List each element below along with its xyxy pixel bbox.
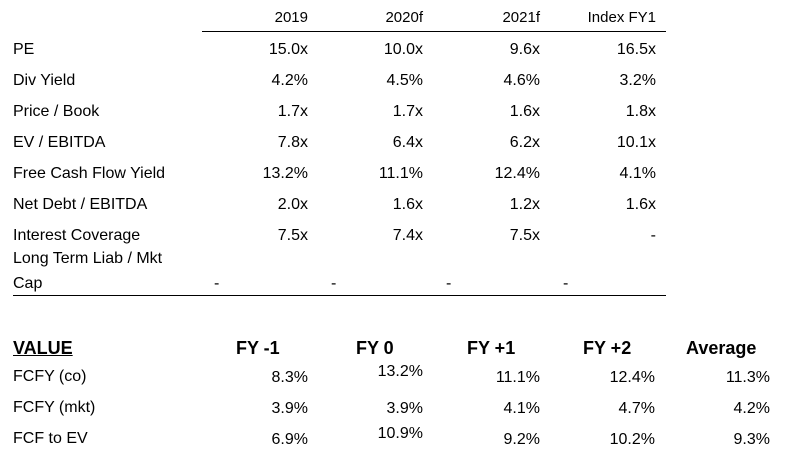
row-label: FCF to EV: [13, 430, 88, 447]
column-header-fy-plus-2: FY +2: [583, 338, 632, 358]
cell-value: 11.1%: [495, 369, 540, 386]
cell-value: 10.1x: [616, 134, 656, 151]
column-header-fy-0: FY 0: [356, 338, 394, 358]
cell-value: -: [563, 275, 569, 292]
cell-value: 1.7x: [392, 103, 423, 120]
row-label: Net Debt / EBITDA: [13, 196, 148, 213]
cell-value: 9.6x: [509, 41, 540, 58]
cell-value: 16.5x: [616, 41, 656, 58]
row-label-continued: Cap: [13, 275, 43, 292]
row-label: FCFY (mkt): [13, 399, 96, 416]
cell-value: 10.0x: [383, 41, 423, 58]
cell-value: 4.2%: [271, 72, 308, 89]
cell-value: -: [331, 275, 337, 292]
cell-value: 11.1%: [378, 165, 423, 182]
cell-value: 9.3%: [733, 431, 770, 448]
row-label: Long Term Liab / Mkt: [13, 250, 163, 267]
cell-value: 6.2x: [509, 134, 540, 151]
row-label: PE: [13, 41, 35, 58]
cell-value: 15.0x: [268, 41, 308, 58]
column-header-2020f: 2020f: [385, 9, 423, 26]
cell-value: 3.9%: [271, 400, 308, 417]
cell-value: 12.4%: [494, 165, 540, 182]
column-header-fy-minus-1: FY -1: [236, 338, 280, 358]
section-title: VALUE: [13, 338, 73, 358]
cell-value: 7.5x: [277, 227, 308, 244]
row-label: Interest Coverage: [13, 227, 141, 244]
cell-value: 11.3%: [725, 369, 770, 386]
cell-value: 12.4%: [609, 369, 655, 386]
cell-value: -: [446, 275, 452, 292]
cell-value: 13.2%: [262, 165, 308, 182]
cell-value: 1.2x: [509, 196, 540, 213]
cell-value: 9.2%: [503, 431, 540, 448]
cell-value: 7.4x: [392, 227, 423, 244]
cell-value: 4.5%: [386, 72, 423, 89]
column-header-2021f: 2021f: [502, 9, 540, 26]
cell-value: 1.6x: [625, 196, 656, 213]
row-label: FCFY (co): [13, 368, 87, 385]
cell-value: 4.2%: [733, 400, 770, 417]
cell-value: 7.8x: [277, 134, 308, 151]
cell-value: 10.2%: [609, 431, 655, 448]
cell-value: -: [650, 227, 656, 244]
cell-value: 13.2%: [377, 363, 423, 380]
column-header-average: Average: [686, 338, 757, 358]
table-bottom-border: [13, 295, 666, 296]
cell-value: 4.1%: [503, 400, 540, 417]
column-header-fy-plus-1: FY +1: [467, 338, 516, 358]
cell-value: 3.2%: [619, 72, 656, 89]
column-header-index-fy1: Index FY1: [587, 9, 656, 26]
row-label: Free Cash Flow Yield: [13, 165, 166, 182]
cell-value: 1.6x: [392, 196, 423, 213]
row-label: EV / EBITDA: [13, 134, 106, 151]
cell-value: 10.9%: [377, 425, 423, 442]
cell-value: 7.5x: [509, 227, 540, 244]
cell-value: 4.6%: [503, 72, 540, 89]
cell-value: 6.9%: [271, 431, 308, 448]
cell-value: 4.1%: [619, 165, 656, 182]
cell-value: 1.7x: [277, 103, 308, 120]
cell-value: -: [214, 275, 220, 292]
row-label: Div Yield: [13, 72, 76, 89]
cell-value: 1.8x: [625, 103, 656, 120]
cell-value: 3.9%: [386, 400, 423, 417]
cell-value: 6.4x: [392, 134, 423, 151]
header-divider: [202, 31, 666, 32]
cell-value: 1.6x: [509, 103, 540, 120]
cell-value: 2.0x: [277, 196, 308, 213]
column-header-2019: 2019: [274, 9, 308, 26]
cell-value: 8.3%: [271, 369, 308, 386]
cell-value: 4.7%: [618, 400, 655, 417]
row-label: Price / Book: [13, 103, 100, 120]
